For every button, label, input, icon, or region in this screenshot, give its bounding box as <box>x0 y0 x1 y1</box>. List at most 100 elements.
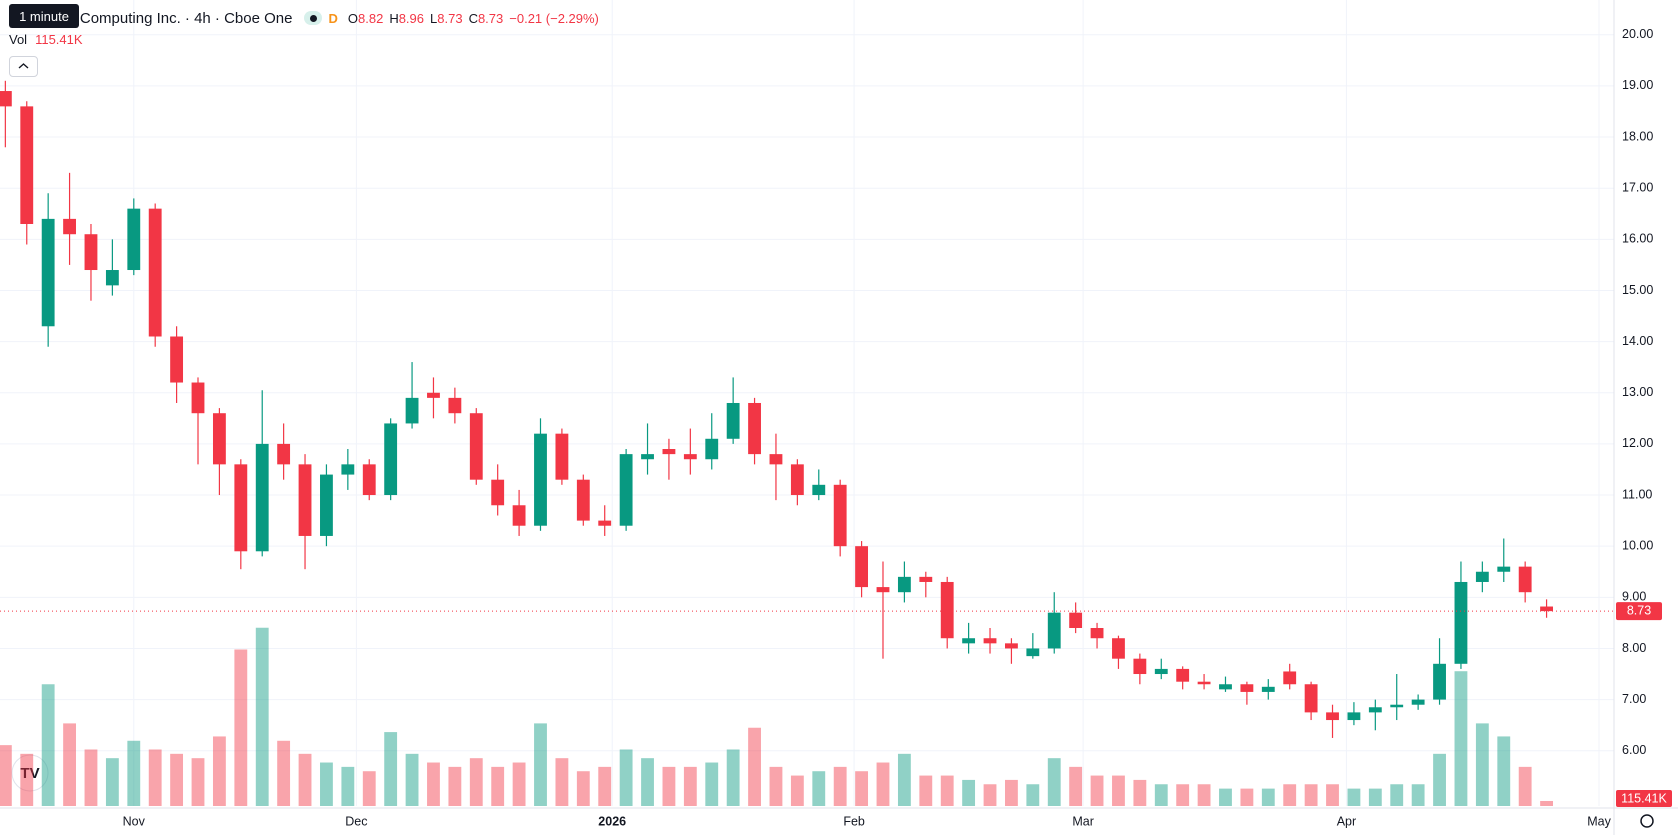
y-tick-label: 10.00 <box>1622 538 1653 552</box>
volume-bar <box>962 779 976 806</box>
candle-body <box>512 505 526 526</box>
volume-bar <box>84 749 98 806</box>
ohlc-value: 8.82 <box>358 10 384 26</box>
candle-body <box>897 576 911 593</box>
y-tick-label: 20.00 <box>1622 27 1653 41</box>
volume-bar <box>534 723 547 806</box>
candle-body <box>576 479 590 521</box>
candle-body <box>1176 668 1190 682</box>
volume-bar <box>1154 784 1168 806</box>
price-tag <box>1616 602 1662 621</box>
volume-bar <box>1390 784 1404 806</box>
volume-bar <box>191 758 205 806</box>
volume-bar <box>448 766 462 806</box>
y-tick-label: 17.00 <box>1622 180 1653 194</box>
candle-body <box>41 218 55 327</box>
candle-body <box>362 464 376 496</box>
candle-body <box>662 449 676 455</box>
volume-bar <box>641 758 654 806</box>
volume-bar <box>1005 779 1018 806</box>
volume-bar <box>320 762 333 806</box>
volume-bar <box>1240 788 1254 806</box>
volume-bar <box>1368 788 1382 806</box>
volume-bar <box>277 740 291 806</box>
y-tick-label: 7.00 <box>1622 692 1646 706</box>
x-tick-label: Dec <box>345 814 367 828</box>
y-tick-label: 16.00 <box>1622 232 1653 246</box>
candle-body <box>1304 684 1318 713</box>
volume-bar <box>619 749 633 806</box>
y-tick-label: 15.00 <box>1622 283 1653 297</box>
collapse-button[interactable] <box>9 56 38 77</box>
y-tick-label: 6.00 <box>1622 743 1646 757</box>
volume-bar <box>897 753 911 806</box>
volume-bar <box>170 753 184 806</box>
candle-body <box>1326 712 1339 721</box>
candle-body <box>1283 671 1297 685</box>
candle-body <box>1069 612 1083 628</box>
candle-body <box>876 587 890 593</box>
volume-bar <box>705 762 719 806</box>
volume-bar <box>148 749 162 806</box>
candle-body <box>641 454 654 460</box>
volume-label: Vol <box>9 32 28 47</box>
volume-bar <box>1454 671 1468 806</box>
volume-bar <box>1261 788 1275 806</box>
volume-bar <box>1540 800 1553 806</box>
price-tag-label: 8.73 <box>1627 603 1651 617</box>
candle-body <box>84 234 98 271</box>
volume-bar <box>940 775 954 806</box>
x-tick-label: Mar <box>1072 814 1094 828</box>
volume-bar <box>555 758 569 806</box>
candle-body <box>705 438 719 460</box>
volume-bar <box>212 736 226 806</box>
candles <box>0 80 1553 738</box>
volume-bar <box>1475 723 1489 806</box>
volume-tag <box>1616 790 1672 807</box>
volume-bar <box>255 627 269 806</box>
candle-body <box>748 402 761 455</box>
status-dot <box>304 11 323 25</box>
candle-body <box>384 423 398 496</box>
volume-bar <box>41 684 55 806</box>
candle-body <box>1005 643 1018 649</box>
candle-body <box>191 382 205 414</box>
volume-bar <box>1069 766 1083 806</box>
settings-icon[interactable] <box>1640 814 1654 828</box>
symbol-title[interactable]: Quantum Computing Inc. · 4h · Cboe One <box>14 9 293 27</box>
candle-body <box>983 638 997 644</box>
logo[interactable] <box>11 754 49 792</box>
volume-bar <box>876 762 890 806</box>
tooltip: 1 minute <box>9 4 79 28</box>
ohlc-value: 8.96 <box>398 10 425 26</box>
volume-bar <box>833 766 847 806</box>
ohlc-value: 8.73 <box>437 10 463 26</box>
volume-bar <box>1497 736 1511 806</box>
candle-body <box>1411 699 1425 705</box>
volume-bar <box>1112 775 1125 806</box>
candle-body <box>790 464 804 496</box>
candle-body <box>127 208 141 271</box>
candle-body <box>726 402 740 439</box>
candle-body <box>1197 681 1211 685</box>
volume-bar <box>469 758 483 806</box>
candle-body <box>1390 704 1404 708</box>
candle-body <box>212 413 226 465</box>
candle-body <box>148 208 162 337</box>
legend-header: Quantum Computing Inc. · 4h · Cboe One D… <box>14 7 599 29</box>
candle-body <box>683 454 697 460</box>
volume-bar <box>127 740 141 806</box>
volume-bar <box>491 766 505 806</box>
candle-body <box>619 454 633 526</box>
x-tick-label: May <box>1587 814 1611 828</box>
candle-body <box>277 443 291 465</box>
candle-body <box>427 392 440 398</box>
candle-body <box>405 397 419 424</box>
candle-body <box>1497 566 1511 572</box>
candle-body <box>919 576 933 582</box>
candle-body <box>962 638 976 644</box>
candle-body <box>1540 606 1553 612</box>
volume-bar <box>726 749 740 806</box>
change: −0.21 (−2.29%) <box>509 10 599 26</box>
candle-body <box>1219 684 1232 690</box>
